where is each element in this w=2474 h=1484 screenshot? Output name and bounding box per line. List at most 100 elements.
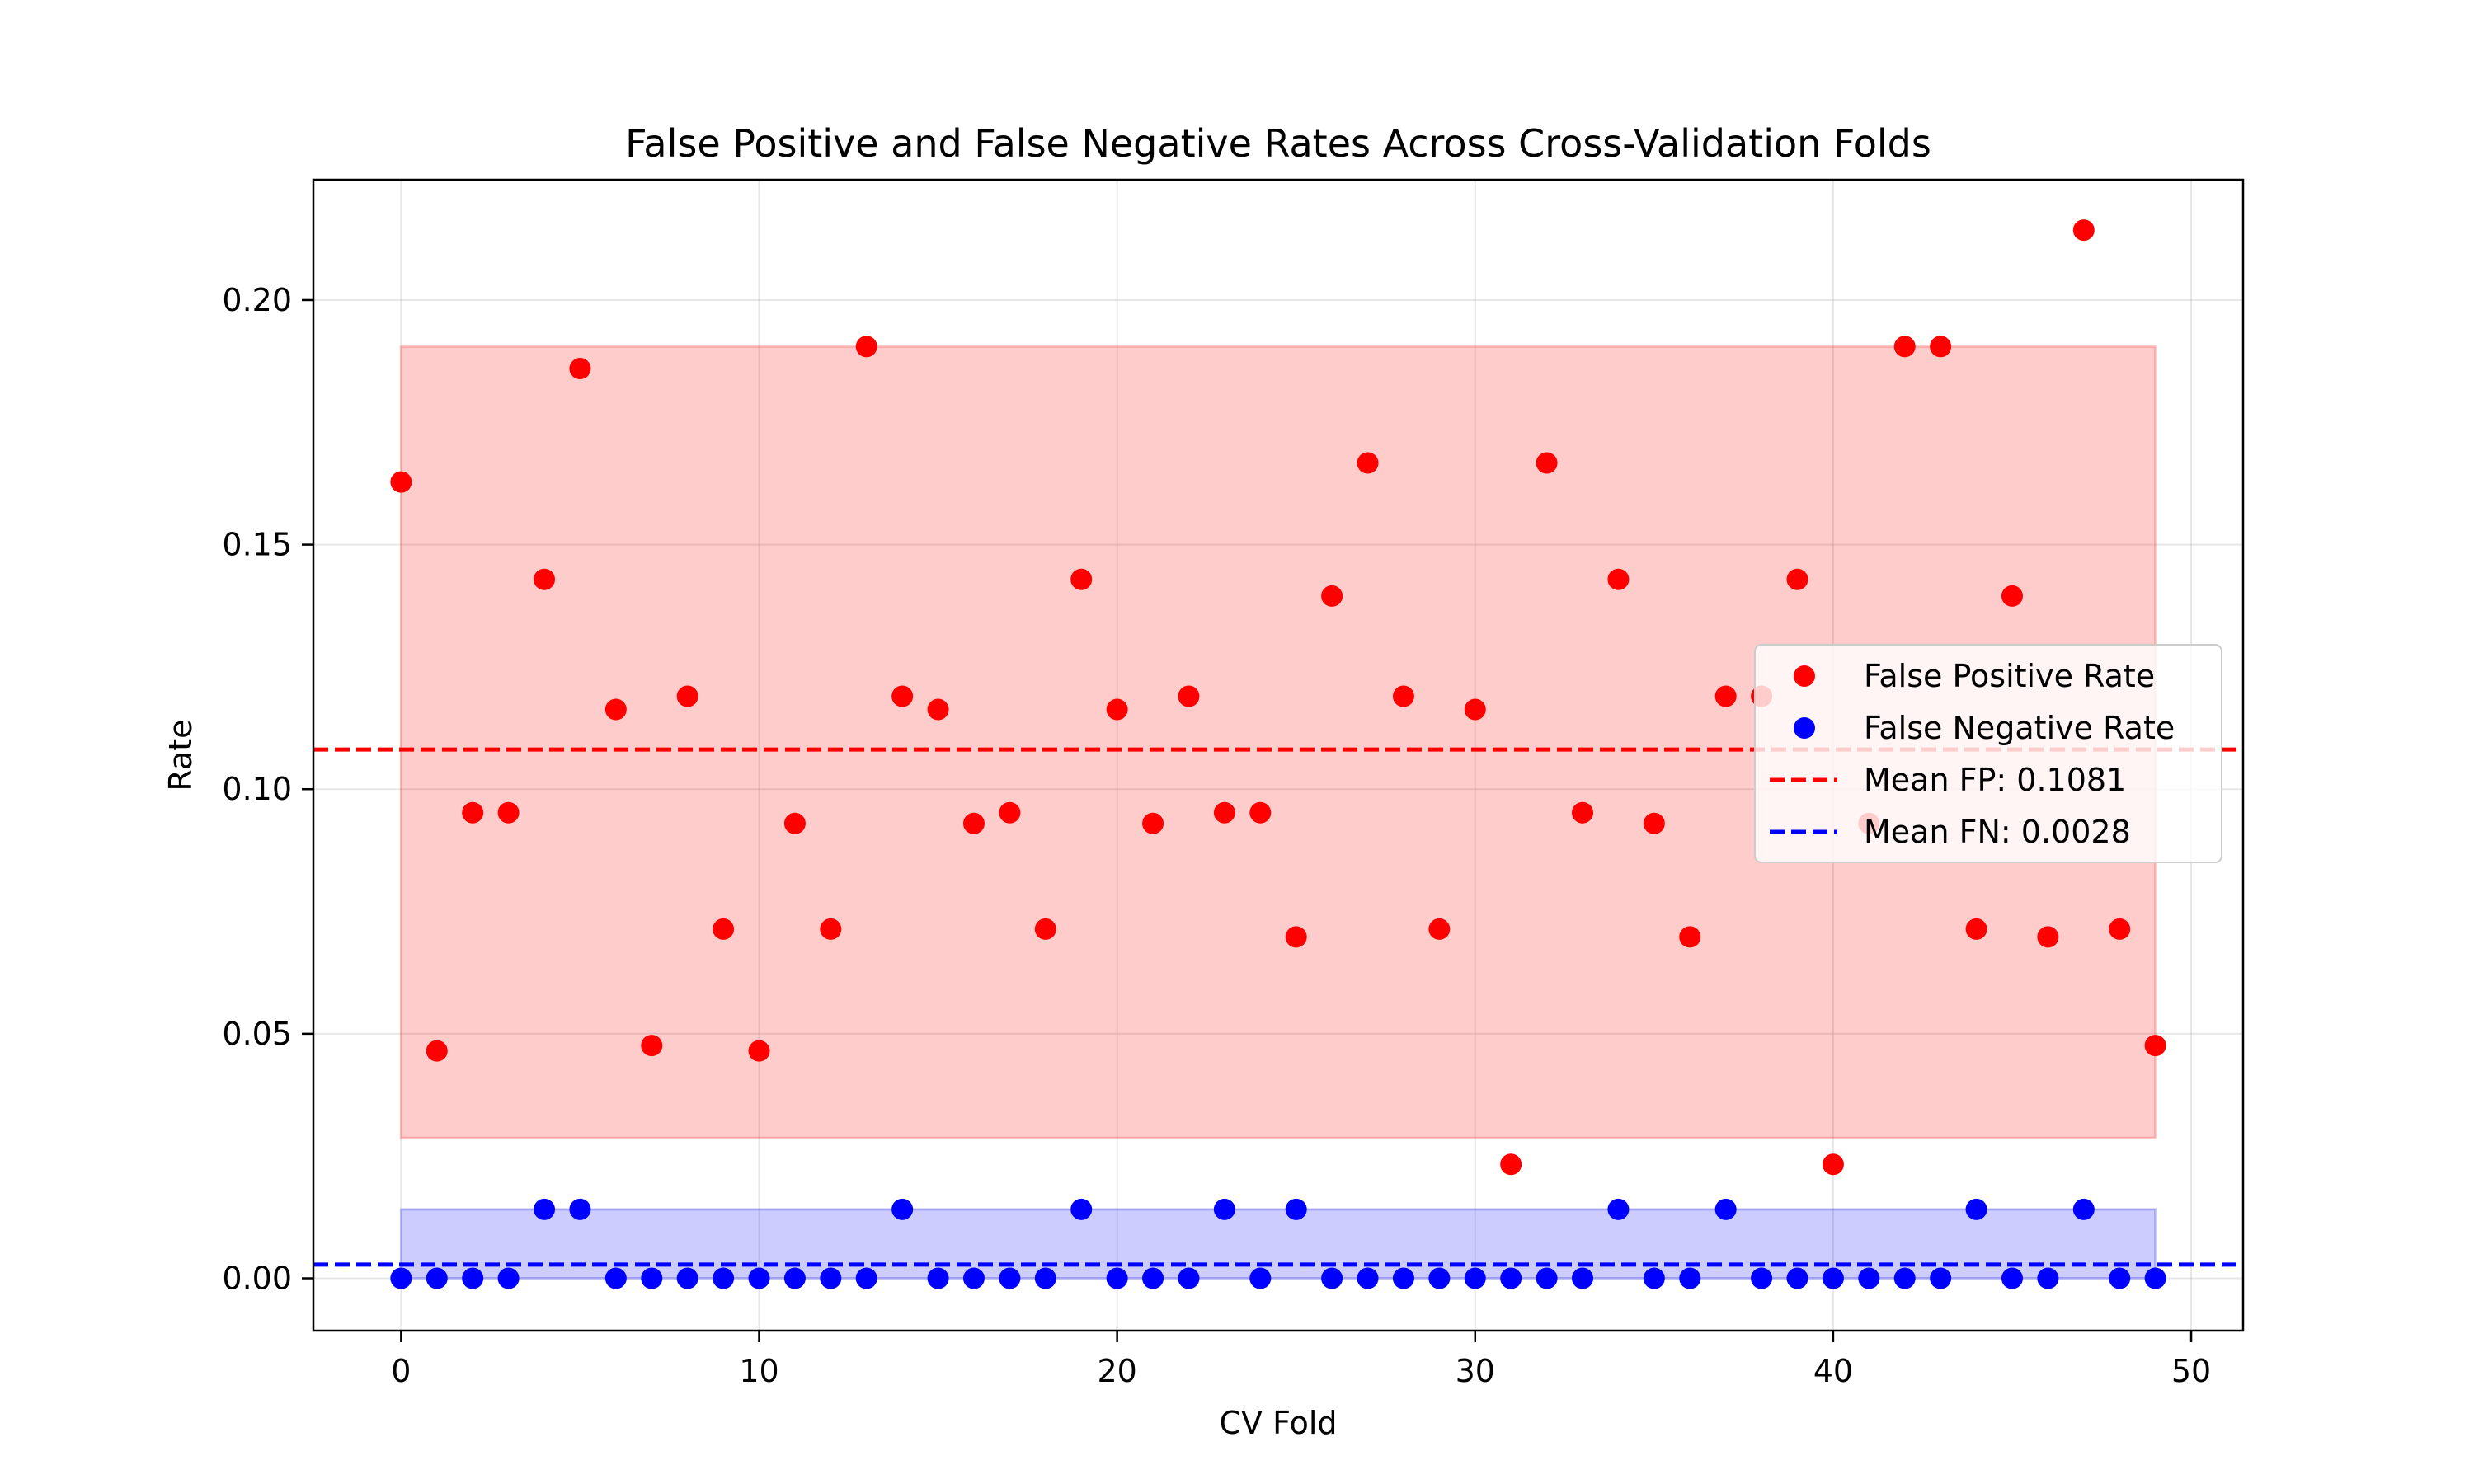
data-point: [713, 1267, 735, 1289]
data-point: [676, 685, 698, 707]
data-point: [1643, 1267, 1665, 1289]
data-point: [1714, 685, 1737, 707]
data-point: [426, 1040, 448, 1062]
data-point: [1536, 1267, 1558, 1289]
data-point: [1679, 1267, 1701, 1289]
legend-label: Mean FN: 0.0028: [1864, 814, 2131, 850]
data-point: [748, 1267, 770, 1289]
data-point: [1213, 1198, 1235, 1220]
data-point: [1930, 1267, 1952, 1289]
data-point: [641, 1035, 663, 1057]
legend-box: [1754, 644, 2222, 863]
x-axis-label: CV Fold: [1219, 1405, 1337, 1441]
data-point: [1965, 1198, 1987, 1220]
data-point: [1786, 568, 1808, 590]
data-point: [1321, 1267, 1343, 1289]
data-point: [1357, 1267, 1379, 1289]
data-point: [2144, 1035, 2166, 1057]
data-point: [1607, 1198, 1630, 1220]
data-point: [999, 801, 1021, 824]
data-point: [962, 812, 985, 834]
plot-frame: [312, 178, 2245, 1332]
data-point: [1392, 1267, 1414, 1289]
data-point: [820, 918, 842, 940]
data-point: [2109, 1267, 2131, 1289]
data-point: [426, 1267, 448, 1289]
data-point: [497, 801, 520, 824]
data-point: [1858, 1267, 1880, 1289]
data-point: [783, 812, 806, 834]
y-tick-label: 0.10: [222, 771, 292, 807]
x-tick-label: 50: [2171, 1353, 2211, 1389]
data-point: [1106, 1267, 1128, 1289]
legend-marker: [1794, 665, 1815, 687]
x-axis-ticks: 0 10 20 30 40 50: [391, 1331, 2211, 1389]
data-point: [2072, 219, 2095, 242]
data-point: [641, 1267, 663, 1289]
data-point: [676, 1267, 698, 1289]
data-point: [534, 1198, 556, 1220]
y-tick-label: 0.20: [222, 282, 292, 318]
data-point: [1285, 926, 1307, 948]
data-point: [999, 1267, 1021, 1289]
y-tick-label: 0.00: [222, 1261, 292, 1297]
data-point: [1428, 918, 1451, 940]
data-point: [1822, 1153, 1844, 1176]
data-point: [1034, 918, 1056, 940]
data-point: [1464, 1267, 1486, 1289]
data-point: [927, 698, 949, 721]
x-tick-label: 30: [1456, 1353, 1495, 1389]
data-point: [569, 358, 591, 380]
data-point: [2144, 1267, 2166, 1289]
data-point: [1751, 1267, 1773, 1289]
legend-label: False Negative Rate: [1864, 710, 2175, 746]
data-point: [390, 471, 412, 493]
data-point: [1178, 1267, 1200, 1289]
data-point: [962, 1267, 985, 1289]
data-point: [1679, 926, 1701, 948]
legend-label: Mean FP: 0.1081: [1864, 762, 2126, 798]
data-point: [1930, 336, 1952, 358]
legend-marker: [1794, 717, 1815, 739]
data-point: [1213, 801, 1235, 824]
data-point: [2001, 585, 2023, 607]
data-point: [1714, 1198, 1737, 1220]
confidence-band: [399, 1208, 2157, 1280]
data-point: [1392, 685, 1414, 707]
data-point: [604, 1267, 627, 1289]
grid: [313, 180, 2243, 1331]
data-point: [855, 1267, 877, 1289]
data-points: [390, 219, 2166, 1289]
data-point: [2109, 918, 2131, 940]
data-point: [1643, 812, 1665, 834]
data-point: [1106, 698, 1128, 721]
data-point: [713, 918, 735, 940]
legend: False Positive Rate False Negative Rate Me…: [1754, 644, 2222, 863]
data-point: [1321, 585, 1343, 607]
data-point: [1572, 1267, 1594, 1289]
data-point: [1249, 801, 1272, 824]
data-point: [2072, 1198, 2095, 1220]
data-point: [1285, 1198, 1307, 1220]
data-point: [1070, 568, 1093, 590]
data-point: [855, 336, 877, 358]
y-tick-label: 0.15: [222, 527, 292, 563]
data-point: [891, 685, 914, 707]
x-tick-label: 10: [739, 1353, 778, 1389]
data-point: [1464, 698, 1486, 721]
data-point: [2037, 1267, 2059, 1289]
data-point: [1142, 812, 1164, 834]
data-point: [462, 1267, 484, 1289]
legend-label: False Positive Rate: [1864, 658, 2155, 694]
data-point: [462, 801, 484, 824]
data-point: [2001, 1267, 2023, 1289]
data-point: [1893, 1267, 1916, 1289]
data-point: [1070, 1198, 1093, 1220]
data-point: [1357, 452, 1379, 474]
data-point: [783, 1267, 806, 1289]
data-point: [1607, 568, 1630, 590]
data-point: [569, 1198, 591, 1220]
data-point: [2037, 926, 2059, 948]
data-point: [1536, 452, 1558, 474]
